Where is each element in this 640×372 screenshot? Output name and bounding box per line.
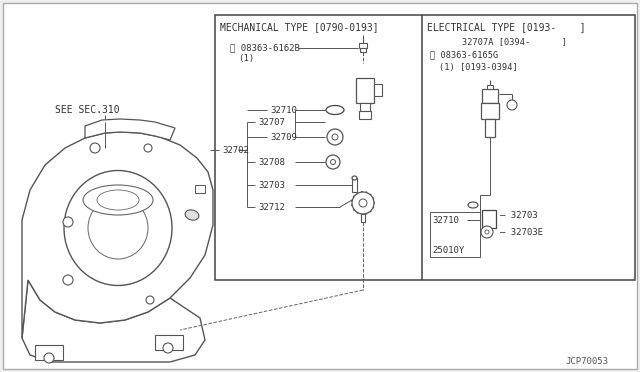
Ellipse shape (185, 210, 199, 220)
Circle shape (327, 129, 343, 145)
Text: 32708: 32708 (258, 157, 285, 167)
Text: 32707: 32707 (258, 118, 285, 126)
Bar (352, 178, 357, 192)
Text: JCP70053: JCP70053 (565, 357, 608, 366)
Circle shape (326, 155, 340, 169)
Text: Ⓢ 08363-6162B: Ⓢ 08363-6162B (230, 44, 300, 52)
Ellipse shape (352, 176, 357, 180)
Text: 32710: 32710 (270, 106, 297, 115)
Circle shape (485, 230, 489, 234)
Text: (1): (1) (238, 54, 254, 62)
Bar (155, 335, 183, 350)
Circle shape (63, 217, 73, 227)
Circle shape (507, 100, 517, 110)
Text: 32702: 32702 (222, 145, 249, 154)
Bar (359, 43, 367, 48)
Polygon shape (22, 280, 205, 362)
Circle shape (163, 343, 173, 353)
Circle shape (352, 192, 374, 214)
Circle shape (44, 353, 54, 363)
Bar (430, 212, 480, 257)
Bar (482, 210, 496, 228)
Bar (482, 89, 498, 103)
Bar (487, 85, 493, 89)
Text: 32707A [0394-      ]: 32707A [0394- ] (462, 38, 567, 46)
Bar (481, 103, 499, 119)
Text: ELECTRICAL TYPE [0193-    ]: ELECTRICAL TYPE [0193- ] (427, 22, 586, 32)
Polygon shape (22, 132, 213, 338)
Circle shape (90, 143, 100, 153)
Text: 32703: 32703 (258, 180, 285, 189)
Bar (195, 185, 205, 193)
Polygon shape (85, 119, 175, 140)
Ellipse shape (83, 185, 153, 215)
Bar (361, 214, 365, 222)
Text: — 32703E: — 32703E (500, 228, 543, 237)
Ellipse shape (326, 106, 344, 115)
Circle shape (330, 160, 335, 164)
Ellipse shape (97, 190, 139, 210)
Bar (215, 15, 635, 280)
Circle shape (146, 296, 154, 304)
Text: 32712: 32712 (258, 202, 285, 212)
Text: SEE SEC.310: SEE SEC.310 (55, 105, 120, 115)
Text: — 32703: — 32703 (500, 211, 538, 219)
Circle shape (332, 134, 338, 140)
Ellipse shape (64, 170, 172, 285)
Circle shape (144, 144, 152, 152)
Circle shape (63, 275, 73, 285)
Bar (359, 111, 371, 119)
Bar (360, 48, 366, 52)
Text: 32710: 32710 (432, 215, 459, 224)
Ellipse shape (88, 197, 148, 259)
Bar (356, 78, 374, 103)
Text: 32709: 32709 (270, 132, 297, 141)
Ellipse shape (468, 202, 478, 208)
Bar (374, 84, 382, 96)
Circle shape (481, 226, 493, 238)
Bar (360, 103, 370, 111)
Bar (35, 345, 63, 360)
Circle shape (359, 199, 367, 207)
Bar (485, 119, 495, 137)
Text: (1) [0193-0394]: (1) [0193-0394] (439, 62, 518, 71)
Text: MECHANICAL TYPE [0790-0193]: MECHANICAL TYPE [0790-0193] (220, 22, 379, 32)
Text: Ⓢ 08363-6165G: Ⓢ 08363-6165G (430, 51, 499, 60)
Text: 25010Y: 25010Y (432, 246, 464, 254)
